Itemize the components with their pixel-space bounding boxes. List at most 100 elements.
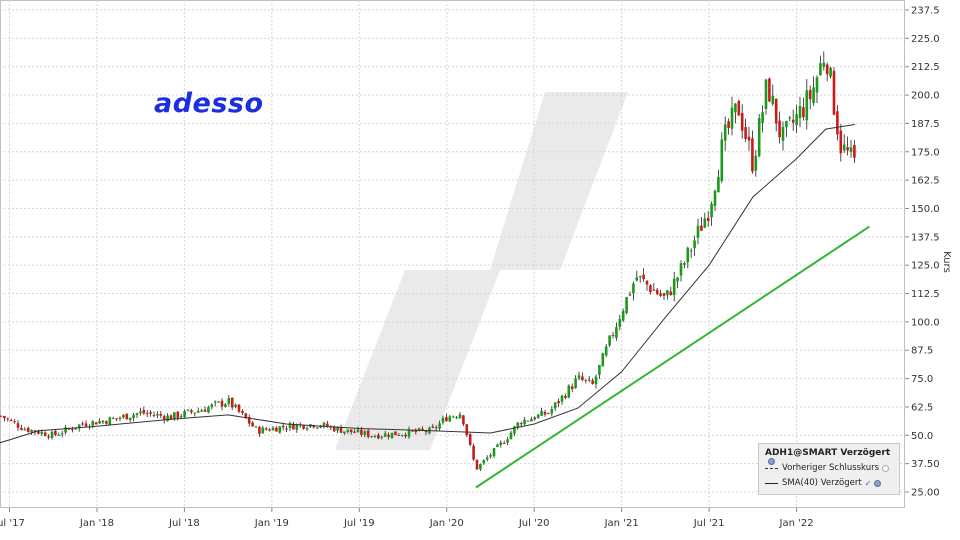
candle-down — [465, 424, 469, 436]
candle-up — [723, 124, 727, 141]
candle-up — [598, 365, 601, 375]
candle-down — [285, 428, 288, 430]
candle-up — [210, 404, 214, 408]
candle-down — [251, 422, 254, 427]
candle-up — [689, 250, 693, 252]
candle-down — [162, 416, 166, 421]
candle-down — [244, 413, 248, 419]
candle-down — [152, 415, 156, 417]
candle-up — [183, 410, 186, 418]
candle-up — [156, 413, 159, 416]
y-tick-label: 112.5 — [911, 289, 940, 300]
candle-up — [812, 87, 815, 104]
candle-down — [115, 418, 118, 420]
candle-up — [632, 283, 635, 294]
candle-up — [224, 404, 227, 408]
candle-down — [241, 411, 244, 413]
candle-down — [645, 280, 649, 285]
candle-down — [84, 423, 88, 427]
candle-down — [118, 417, 122, 419]
candle-down — [319, 426, 322, 428]
candle-up — [74, 428, 78, 430]
candle-up — [513, 426, 516, 434]
candle-down — [360, 429, 363, 435]
checkmark-icon[interactable]: ✓ — [864, 478, 872, 488]
candle-up — [492, 448, 496, 457]
candle-up — [672, 278, 676, 296]
chart-title: adesso — [154, 88, 264, 119]
candle-up — [139, 411, 142, 414]
candle-down — [825, 64, 829, 75]
candle-down — [54, 430, 57, 435]
candle-up — [615, 327, 618, 338]
candle-up — [635, 277, 639, 281]
candle-up — [288, 423, 292, 429]
candle-down — [836, 111, 839, 135]
legend-item-sma[interactable]: SMA(40) Verzögert ✓ — [765, 477, 882, 489]
candle-down — [203, 409, 207, 412]
candle-up — [713, 190, 717, 207]
candle-up — [417, 428, 421, 431]
legend-box: ADH1@SMART Verzögert Vorheriger Schlussk… — [758, 443, 900, 495]
candle-down — [292, 423, 295, 430]
candle-down — [332, 426, 336, 432]
candle-up — [213, 401, 217, 403]
candle-down — [159, 414, 163, 416]
legend-item-previous-close[interactable]: Vorheriger Schlusskurs — [765, 462, 890, 474]
candle-up — [842, 144, 846, 151]
candle-up — [383, 433, 387, 437]
candle-down — [424, 430, 428, 433]
y-tick-label: 200.0 — [911, 91, 940, 102]
candle-down — [404, 434, 407, 437]
candle-down — [744, 127, 747, 139]
candle-down — [37, 431, 40, 434]
candle-up — [666, 290, 669, 296]
globe-icon[interactable] — [768, 458, 775, 465]
toggle-circle-icon[interactable] — [882, 464, 890, 472]
candle-up — [540, 410, 543, 416]
candle-up — [730, 107, 734, 129]
legend-header-text: ADH1@SMART Verzögert — [765, 448, 891, 458]
plot-frame — [0, 0, 905, 508]
candle-up — [196, 410, 200, 413]
candle-down — [740, 112, 744, 131]
candle-down — [9, 420, 13, 422]
legend-header: ADH1@SMART Verzögert — [765, 448, 899, 468]
candle-up — [764, 79, 768, 110]
candle-up — [186, 409, 190, 411]
candle-up — [798, 106, 802, 118]
y-tick-label: 187.5 — [911, 119, 940, 130]
candle-up — [496, 444, 499, 447]
candle-up — [441, 417, 445, 423]
candle-up — [506, 439, 509, 443]
candle-up — [128, 417, 132, 420]
candle-down — [220, 400, 224, 407]
y-axis-label: Kurs — [941, 251, 952, 273]
candle-down — [778, 120, 781, 138]
candle-down — [649, 285, 652, 293]
candle-up — [679, 263, 683, 276]
candle-up — [407, 429, 411, 437]
candle-up — [683, 263, 686, 265]
candle-down — [802, 107, 805, 118]
candle-down — [832, 70, 836, 115]
candle-down — [275, 427, 278, 432]
candle-up — [523, 419, 526, 425]
candle-up — [438, 423, 441, 429]
candle-up — [227, 398, 231, 404]
candle-up — [390, 432, 394, 439]
candle-up — [207, 407, 210, 413]
candle-down — [326, 423, 329, 427]
candle-down — [747, 136, 751, 141]
globe-icon[interactable] — [874, 479, 882, 487]
candle-down — [472, 445, 475, 460]
candle-up — [448, 416, 452, 422]
candle-up — [380, 436, 384, 438]
candle-up — [560, 395, 564, 402]
y-tick-label: 212.5 — [911, 62, 940, 73]
candle-down — [581, 376, 584, 380]
y-tick-label: 25.00 — [911, 488, 940, 499]
candle-up — [60, 433, 64, 435]
sma-line — [0, 124, 855, 444]
candle-down — [475, 459, 479, 470]
